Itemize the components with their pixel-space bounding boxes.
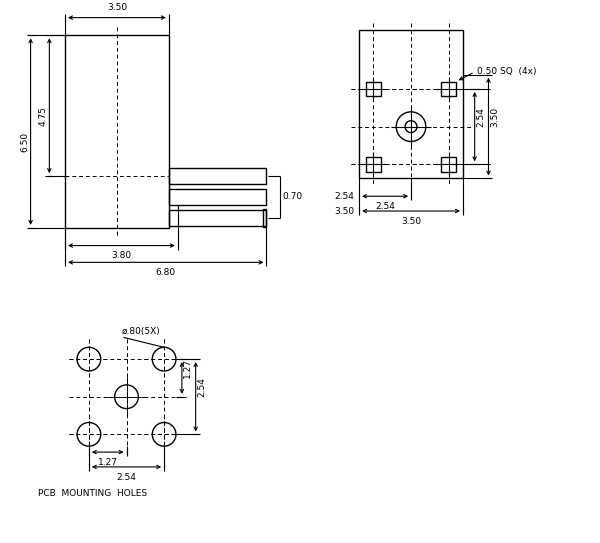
Text: 6.50: 6.50 — [20, 131, 29, 151]
Text: 2.54: 2.54 — [476, 107, 485, 127]
Text: 0.70: 0.70 — [282, 192, 302, 201]
Text: 4.75: 4.75 — [39, 106, 48, 125]
Bar — [441, 81, 456, 97]
Text: 1.27: 1.27 — [183, 358, 192, 378]
Text: 6.80: 6.80 — [156, 268, 176, 277]
Bar — [169, 210, 266, 226]
Text: 2.54: 2.54 — [116, 473, 136, 482]
Text: 3.50: 3.50 — [401, 217, 421, 226]
Text: ø.80(5X): ø.80(5X) — [122, 327, 160, 336]
Bar — [169, 189, 266, 205]
Bar — [263, 209, 266, 226]
Text: 2.54: 2.54 — [334, 192, 354, 201]
Bar — [65, 35, 169, 228]
Bar — [169, 168, 266, 185]
Bar — [366, 81, 381, 97]
Text: 3.50: 3.50 — [490, 106, 499, 127]
Text: 3.80: 3.80 — [112, 251, 131, 261]
Text: 3.50: 3.50 — [107, 3, 127, 12]
Bar — [366, 157, 381, 172]
Text: 2.54: 2.54 — [197, 377, 206, 397]
Text: 3.50: 3.50 — [334, 206, 354, 216]
Text: 2.54: 2.54 — [375, 202, 395, 211]
Bar — [441, 157, 456, 172]
Text: 0.50 SQ  (4x): 0.50 SQ (4x) — [476, 67, 536, 77]
Text: PCB  MOUNTING  HOLES: PCB MOUNTING HOLES — [38, 489, 148, 497]
Bar — [359, 30, 463, 179]
Text: 1.27: 1.27 — [98, 458, 118, 467]
